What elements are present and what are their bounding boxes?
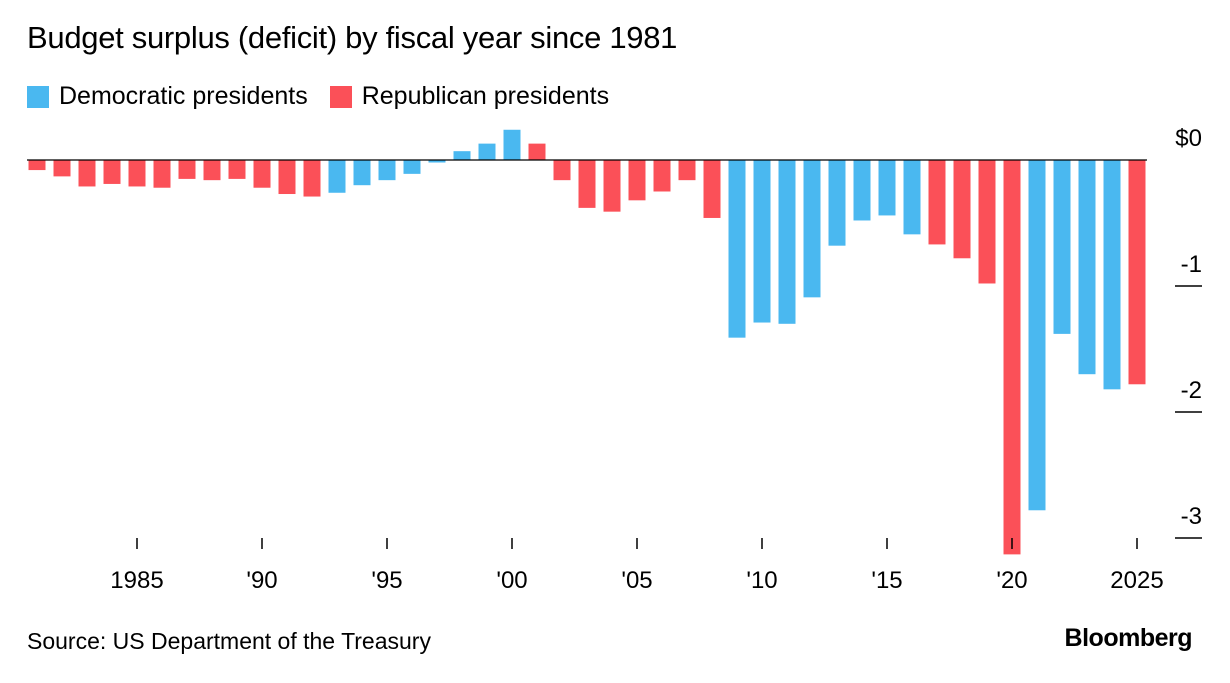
bar-1987 (178, 160, 196, 179)
brand-logo: Bloomberg (1064, 624, 1193, 652)
bar-2022 (1053, 160, 1071, 334)
bar-2002 (553, 160, 571, 181)
bar-1989 (228, 160, 246, 179)
bar-2005 (628, 160, 646, 201)
bar-2010 (753, 160, 771, 323)
bar-2003 (578, 160, 596, 208)
source-note: Source: US Department of the Treasury (27, 628, 431, 654)
legend-item-democratic: Democratic presidents (27, 82, 308, 111)
bar-2007 (678, 160, 696, 181)
y-tick-label-2: -2 (1181, 377, 1202, 404)
bar-2006 (653, 160, 671, 192)
bar-1996 (403, 160, 421, 174)
bar-2009 (728, 160, 746, 338)
legend-label-democratic: Democratic presidents (59, 82, 308, 110)
bar-1992 (303, 160, 321, 197)
legend-label-republican: Republican presidents (361, 82, 610, 110)
bar-1982 (53, 160, 71, 177)
x-tick-label-2005: '05 (621, 567, 652, 594)
bar-2019 (978, 160, 996, 284)
bar-1997 (428, 160, 446, 163)
legend-item-republican: Republican presidents (329, 82, 610, 111)
chart-title: Budget surplus (deficit) by fiscal year … (27, 20, 678, 55)
bar-2015 (878, 160, 896, 216)
x-tick-label-1995: '95 (371, 567, 402, 594)
bar-2004 (603, 160, 621, 212)
legend-swatch-democratic (27, 85, 49, 108)
bar-1995 (378, 160, 396, 181)
bar-1986 (153, 160, 171, 188)
bar-2018 (953, 160, 971, 259)
bar-1994 (353, 160, 371, 186)
y-tick-label-3: -3 (1181, 503, 1202, 530)
bar-1990 (253, 160, 271, 188)
bar-2023 (1078, 160, 1096, 375)
x-tick-label-2010: '10 (746, 567, 777, 594)
bar-2025 (1128, 160, 1146, 385)
bar-2001 (528, 143, 546, 160)
x-tick-label-1985: 1985 (110, 567, 163, 594)
bar-1981 (28, 160, 46, 171)
y-tick-label-0: $0 (1175, 125, 1202, 152)
x-tick-label-2000: '00 (496, 567, 527, 594)
bar-1988 (203, 160, 221, 181)
x-tick-label-2020: '20 (996, 567, 1027, 594)
legend: Democratic presidents Republican preside… (27, 82, 631, 111)
y-tick-label-1: -1 (1181, 251, 1202, 278)
bar-2013 (828, 160, 846, 246)
bar-1984 (103, 160, 121, 184)
bar-2008 (703, 160, 721, 218)
bar-2021 (1028, 160, 1046, 511)
bar-1983 (78, 160, 96, 187)
bar-1993 (328, 160, 346, 193)
x-tick-label-1990: '90 (246, 567, 277, 594)
bar-1991 (278, 160, 296, 195)
bar-2024 (1103, 160, 1121, 390)
bar-2014 (853, 160, 871, 221)
bar-1985 (128, 160, 146, 187)
bar-2012 (803, 160, 821, 298)
bar-2017 (928, 160, 946, 245)
legend-swatch-republican (329, 85, 352, 108)
bar-1999 (478, 143, 496, 160)
bar-1998 (453, 151, 471, 160)
bar-2000 (503, 129, 521, 160)
bar-2016 (903, 160, 921, 235)
x-tick-label-2025: 2025 (1110, 567, 1163, 594)
bar-2020 (1003, 160, 1021, 555)
x-tick-label-2015: '15 (871, 567, 902, 594)
bar-2011 (778, 160, 796, 324)
